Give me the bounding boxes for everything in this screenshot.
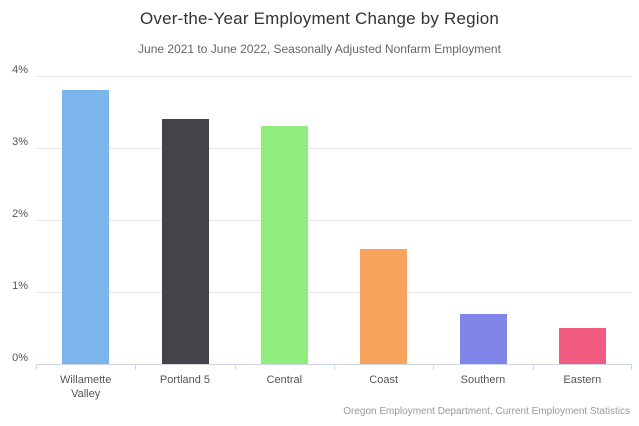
x-axis-tick (631, 364, 632, 370)
x-axis-tick (334, 364, 335, 370)
x-axis-label-eastern: Eastern (533, 373, 632, 387)
chart-title: Over-the-Year Employment Change by Regio… (139, 9, 500, 28)
y-axis-tick-label: 2% (12, 207, 28, 220)
bar-eastern (558, 328, 606, 364)
x-axis-tick (533, 364, 534, 370)
x-axis-label-willamette-valley: Willamette Valley (36, 373, 135, 401)
chart-subtitle: June 2021 to June 2022, Seasonally Adjus… (138, 42, 501, 56)
x-axis-label-text: Coast (369, 374, 399, 386)
bar-coast (360, 248, 408, 364)
x-axis-label-coast: Coast (334, 373, 433, 387)
gridline-1% (36, 292, 632, 293)
x-axis-label-southern: Southern (433, 373, 532, 387)
x-axis-tick (135, 364, 136, 370)
bar-central (260, 126, 308, 364)
source-credit: Oregon Employment Department, Current Em… (343, 406, 630, 417)
x-axis-label-text: Eastern (563, 374, 602, 386)
x-axis-tick (433, 364, 434, 370)
bar-willamette-valley (62, 90, 110, 364)
bar-southern (459, 313, 507, 364)
x-axis-label-central: Central (235, 373, 334, 387)
y-axis-tick-label: 1% (12, 279, 28, 292)
plot-area: 0% 1% 2% 3% 4% Willamette Valley Portland 5 Cen… (12, 64, 632, 400)
gridline-3% (36, 148, 632, 149)
x-axis-label-text: Central (266, 374, 303, 386)
y-axis-tick-label: 3% (12, 135, 28, 148)
y-axis-tick-label: 0% (12, 351, 28, 364)
y-axis-tick-label: 4% (12, 63, 28, 76)
x-axis-tick (36, 364, 37, 370)
x-axis-tick (235, 364, 236, 370)
gridline-4% (36, 76, 632, 77)
x-axis-label-portland-5: Portland 5 (135, 373, 234, 387)
gridline-2% (36, 220, 632, 221)
x-axis-label-text: Southern (460, 374, 506, 386)
x-axis-label-text: Portland 5 (159, 374, 211, 386)
x-axis-label-text: Willamette Valley (59, 374, 112, 400)
bar-portland-5 (161, 119, 209, 364)
